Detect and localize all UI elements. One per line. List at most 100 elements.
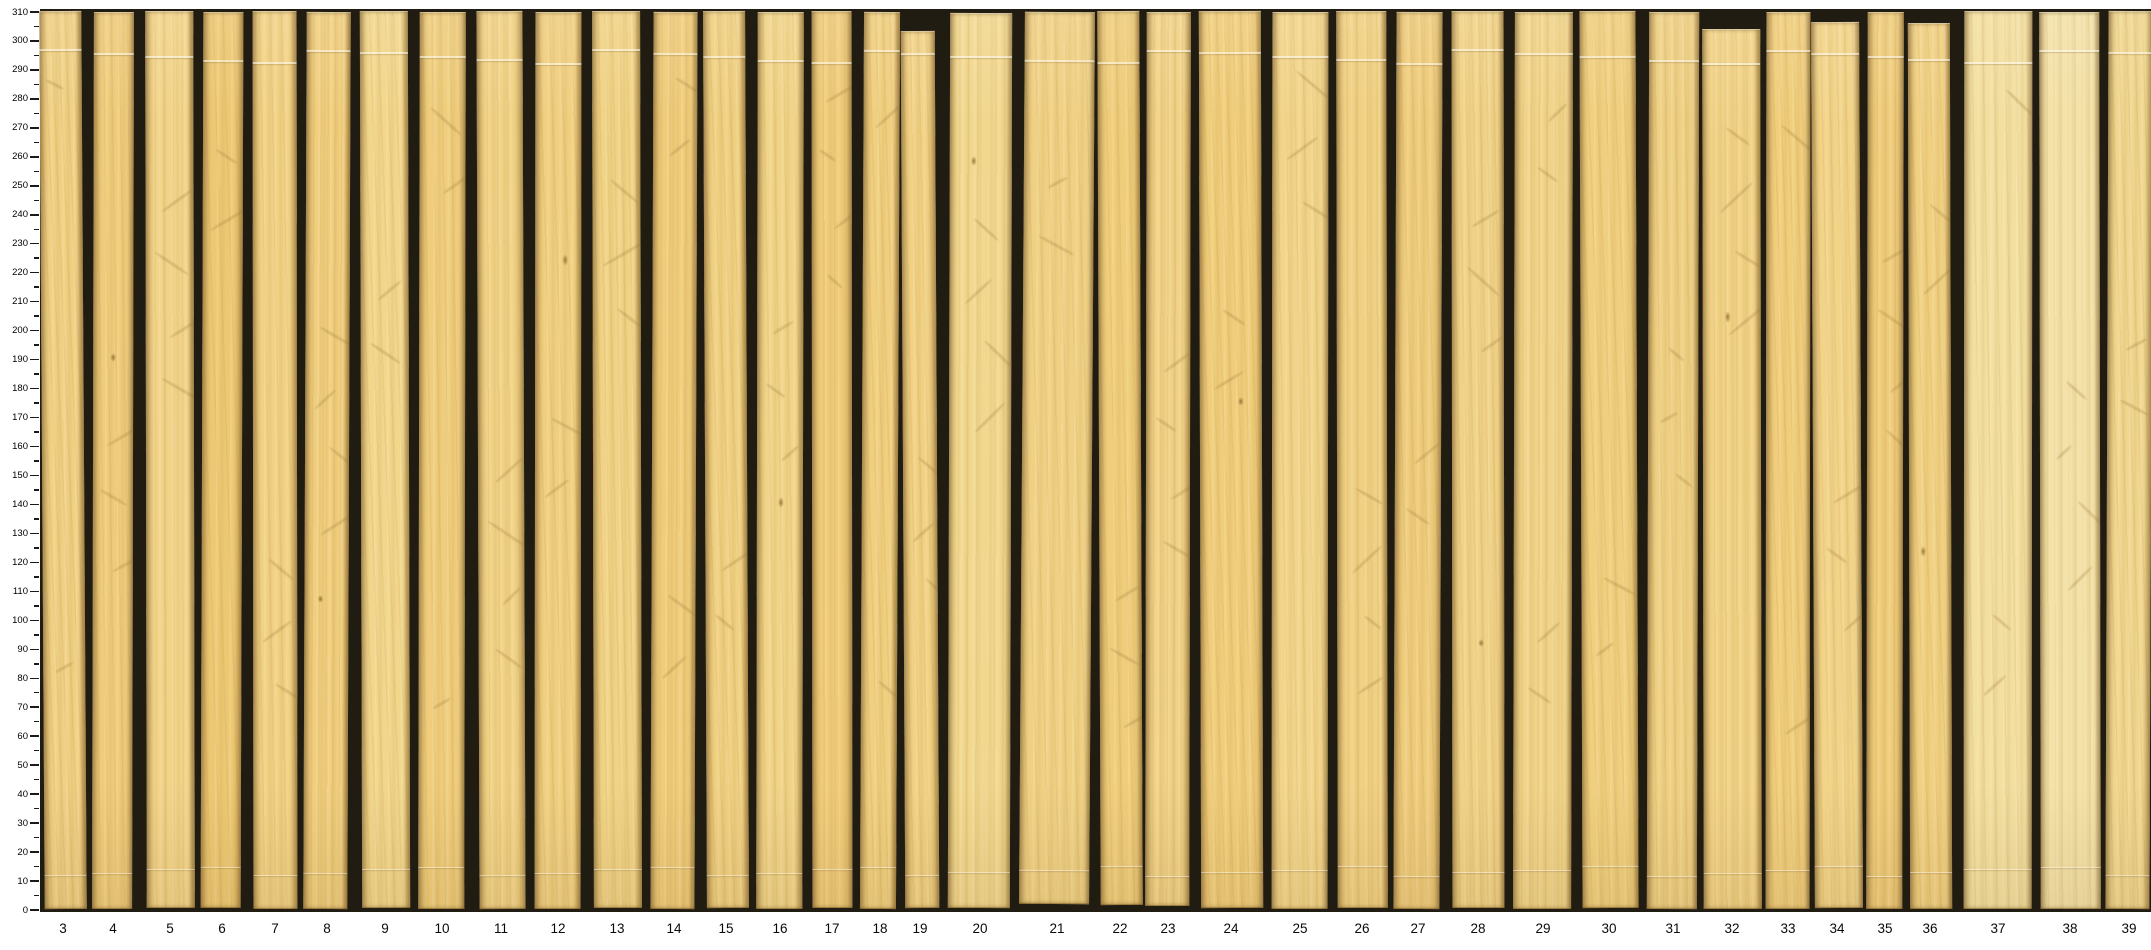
grain-mark <box>1526 685 1552 705</box>
board-seam-line <box>1198 52 1261 55</box>
board-strip-32 <box>1702 28 1762 909</box>
y-minor-tick <box>34 402 39 404</box>
y-tick-label: 230 <box>12 238 28 250</box>
grain-mark <box>328 445 351 478</box>
x-tick-label-20: 20 <box>972 921 988 936</box>
board-seam-line <box>1649 59 1700 62</box>
grain-mark <box>1675 472 1693 488</box>
grain-mark <box>721 547 749 573</box>
board-strip-34 <box>1811 22 1863 909</box>
grain-mark <box>1162 539 1191 561</box>
y-tick-label: 250 <box>12 180 28 192</box>
board-strip-25 <box>1271 11 1329 909</box>
x-tick-label-24: 24 <box>1223 921 1239 936</box>
grain-mark <box>261 620 293 645</box>
y-tick-label: 140 <box>12 498 28 510</box>
board-seam-line <box>1019 869 1090 871</box>
grain-mark <box>1114 585 1141 603</box>
grain-mark <box>972 217 1000 242</box>
grain-mark <box>833 207 853 231</box>
x-tick-label-19: 19 <box>912 921 928 936</box>
board-seam-line <box>2039 49 2100 52</box>
y-tick-label: 150 <box>12 469 28 481</box>
x-tick-label-7: 7 <box>271 921 279 936</box>
grain-mark <box>1982 675 2007 698</box>
x-tick-label-11: 11 <box>493 921 509 936</box>
grain-mark <box>1222 309 1247 327</box>
board-seam-line <box>757 59 804 62</box>
knot-mark <box>1724 310 1731 323</box>
board-seam-line <box>1145 875 1190 877</box>
grain-mark <box>210 207 244 232</box>
grain-mark <box>1363 615 1382 631</box>
grain-mark <box>772 319 795 335</box>
y-major-tick <box>30 40 39 42</box>
board-strip-13 <box>592 11 642 909</box>
grain-mark <box>319 325 351 347</box>
grain-mark <box>1170 474 1191 501</box>
board-seam-line <box>1396 62 1443 65</box>
knot-mark <box>970 156 977 167</box>
grain-mark <box>1466 266 1501 298</box>
grain-mark <box>917 456 940 485</box>
board-seam-line <box>362 869 411 871</box>
board-seam-line <box>203 59 244 62</box>
grain-mark <box>826 274 844 290</box>
grain-mark <box>99 488 128 507</box>
board-seam-line <box>950 55 1013 59</box>
board-seam-line <box>1765 869 1810 871</box>
board-seam-line <box>706 875 749 877</box>
y-tick-label: 100 <box>12 614 28 626</box>
y-major-tick <box>30 590 39 593</box>
board-strip-5 <box>145 11 195 909</box>
y-minor-tick <box>34 749 39 752</box>
y-minor-tick <box>34 547 39 549</box>
board-strip-18 <box>859 11 901 909</box>
y-major-tick <box>30 677 39 679</box>
y-major-tick <box>30 98 39 100</box>
grain-mark <box>1122 708 1143 730</box>
y-major-tick <box>30 127 39 129</box>
grain-mark <box>1728 304 1762 337</box>
grain-mark <box>2118 399 2149 417</box>
grain-mark <box>495 457 524 484</box>
board-seam-line <box>860 866 897 868</box>
y-minor-tick <box>34 489 39 491</box>
board-seam-line <box>534 872 581 874</box>
grain-mark <box>1351 545 1383 575</box>
grain-mark <box>925 576 940 610</box>
knot-mark <box>1920 545 1927 557</box>
grain-mark <box>1780 123 1811 155</box>
board-seam-line <box>1963 869 2032 871</box>
x-tick-label-15: 15 <box>718 921 734 936</box>
grain-mark <box>1884 429 1904 459</box>
board-strip-17 <box>811 11 853 909</box>
y-major-tick <box>30 793 39 795</box>
board-seam-line <box>811 62 852 65</box>
y-major-tick <box>30 69 39 71</box>
grain-mark <box>1784 708 1811 735</box>
x-tick-label-12: 12 <box>550 921 566 936</box>
board-seam-line <box>1201 872 1264 874</box>
knot-mark <box>778 496 785 508</box>
grain-mark <box>369 342 402 366</box>
board-strip-12 <box>534 11 582 909</box>
grain-mark <box>1922 267 1953 296</box>
grain-mark <box>1991 614 2012 633</box>
x-tick-label-34: 34 <box>1829 921 1845 936</box>
board-seam-line <box>756 872 803 874</box>
grain-mark <box>1825 546 1848 564</box>
board-seam-line <box>146 869 195 871</box>
board-seam-line <box>1451 49 1504 52</box>
board-seam-line <box>650 866 695 868</box>
grain-mark <box>610 179 640 206</box>
x-tick-label-16: 16 <box>772 921 788 936</box>
grain-mark <box>2067 565 2094 592</box>
y-minor-tick <box>34 112 39 115</box>
grain-mark <box>319 512 351 536</box>
grain-mark <box>313 388 337 410</box>
x-tick-label-25: 25 <box>1292 921 1308 936</box>
y-minor-tick <box>34 344 39 346</box>
y-minor-tick <box>34 720 39 723</box>
